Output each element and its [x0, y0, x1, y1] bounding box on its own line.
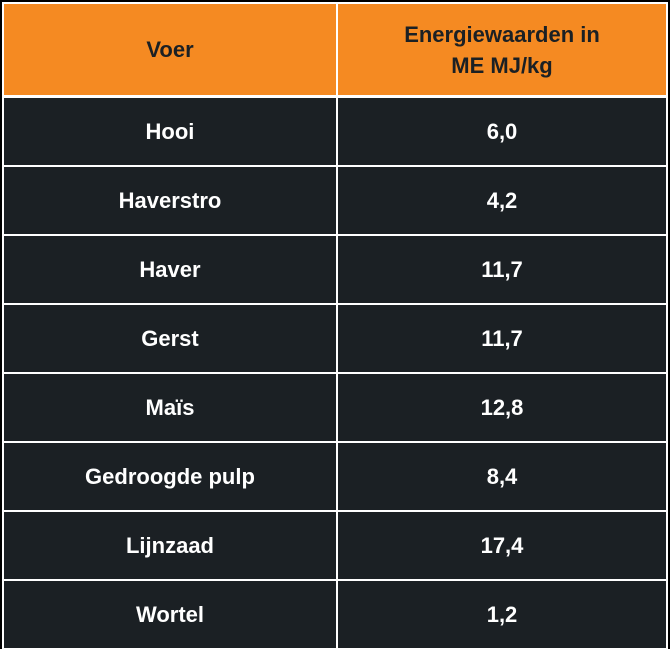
feed-cell-haver: Haver	[2, 235, 337, 304]
feed-cell-gerst: Gerst	[2, 304, 337, 373]
feed-cell-gedroogde-pulp: Gedroogde pulp	[2, 442, 337, 511]
header-feed: Voer	[2, 2, 337, 97]
feed-cell-wortel: Wortel	[2, 580, 337, 649]
value-cell-haver: 11,7	[337, 235, 668, 304]
value-cell-lijnzaad: 17,4	[337, 511, 668, 580]
value-cell-haverstro: 4,2	[337, 166, 668, 235]
feed-cell-haverstro: Haverstro	[2, 166, 337, 235]
value-cell-wortel: 1,2	[337, 580, 668, 649]
feed-cell-mais: Maïs	[2, 373, 337, 442]
value-cell-gerst: 11,7	[337, 304, 668, 373]
value-cell-gedroogde-pulp: 8,4	[337, 442, 668, 511]
value-cell-hooi: 6,0	[337, 97, 668, 166]
header-energy-value: Energiewaarden in ME MJ/kg	[337, 2, 668, 97]
feed-cell-hooi: Hooi	[2, 97, 337, 166]
feed-cell-lijnzaad: Lijnzaad	[2, 511, 337, 580]
value-cell-mais: 12,8	[337, 373, 668, 442]
